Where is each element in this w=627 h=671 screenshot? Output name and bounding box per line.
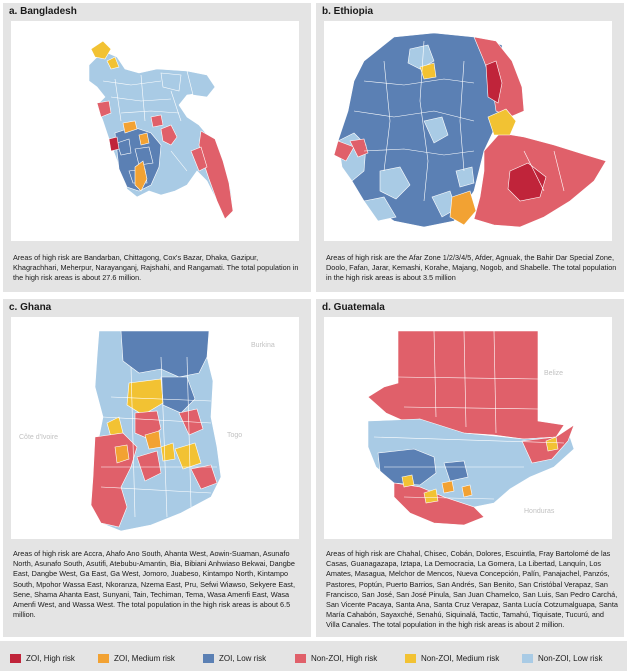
- legend-item-nonzoi-high: Non-ZOI, High risk: [295, 652, 377, 664]
- region-zoi-medium: [134, 160, 148, 192]
- region-zoi-medium: [449, 190, 477, 226]
- panel-ethiopia: b. Ethiopia: [316, 3, 624, 292]
- region-nonzoi-medium: [90, 40, 112, 60]
- panel-caption: Areas of high risk are Bandarban, Chitta…: [13, 253, 299, 283]
- region-zoi-medium: [122, 120, 138, 134]
- region-zoi-medium: [461, 484, 473, 498]
- region-zoi-low: [134, 146, 154, 166]
- region-nonzoi-low: [186, 70, 216, 98]
- guatemala-map-graphic: Belize Honduras: [367, 330, 575, 526]
- region-nonzoi-high: [349, 138, 369, 158]
- panel-ghana: c. Ghana Burkina Togo Côte d'Ivoire: [3, 299, 311, 637]
- bg-label-cote-divoire: Côte d'Ivoire: [19, 434, 58, 441]
- region-zoi-medium: [138, 132, 150, 146]
- legend-label: Non-ZOI, Medium risk: [421, 653, 500, 663]
- region-zoi-high: [485, 60, 503, 104]
- panel-guatemala: d. Guatemala Belize Honduras: [316, 299, 624, 637]
- region-nonzoi-medium: [419, 62, 437, 80]
- legend-swatch: [203, 653, 214, 663]
- region-nonzoi-low: [423, 116, 449, 144]
- bg-label-honduras: Honduras: [524, 508, 555, 515]
- legend-swatch: [295, 653, 306, 663]
- region-nonzoi-high: [150, 114, 164, 128]
- region-nonzoi-low: [379, 166, 411, 200]
- panel-title: a. Bangladesh: [9, 6, 77, 17]
- legend-swatch: [405, 653, 416, 663]
- bg-label-togo: Togo: [227, 432, 242, 439]
- bg-label-belize: Belize: [544, 370, 563, 377]
- legend-label: ZOI, Medium risk: [114, 653, 175, 663]
- legend-label: Non-ZOI, High risk: [311, 653, 378, 663]
- legend-item-zoi-high: ZOI, High risk: [10, 652, 75, 664]
- region-nonzoi-high: [136, 450, 162, 482]
- legend-label: ZOI, High risk: [26, 653, 75, 663]
- legend-item-zoi-low: ZOI, Low risk: [203, 652, 266, 664]
- region-nonzoi-medium: [423, 488, 439, 504]
- region-nonzoi-high: [333, 140, 355, 162]
- region-nonzoi-medium: [174, 442, 202, 470]
- region-nonzoi-high: [190, 464, 218, 490]
- region-nonzoi-medium: [487, 108, 517, 136]
- panel-title: c. Ghana: [9, 302, 52, 313]
- legend-item-nonzoi-medium: Non-ZOI, Medium risk: [405, 652, 499, 664]
- region-nonzoi-high: [190, 146, 208, 172]
- region-nonzoi-medium: [401, 474, 415, 488]
- legend-swatch: [522, 653, 533, 663]
- region-zoi-medium: [441, 480, 455, 494]
- legend-item-zoi-medium: ZOI, Medium risk: [98, 652, 175, 664]
- legend-swatch: [10, 653, 21, 663]
- region-zoi-low: [116, 138, 132, 156]
- region-zoi-high: [108, 136, 120, 152]
- region-nonzoi-medium: [106, 56, 120, 70]
- region-nonzoi-low: [455, 166, 475, 188]
- region-nonzoi-medium: [545, 436, 559, 452]
- panel-caption: Areas of high risk are Accra, Ahafo Ano …: [13, 549, 295, 620]
- map-ghana: Burkina Togo Côte d'Ivoire: [11, 317, 299, 539]
- legend: ZOI, High risk ZOI, Medium risk ZOI, Low…: [0, 641, 627, 671]
- region-nonzoi-low: [160, 72, 182, 92]
- panel-caption: Areas of high risk are the Afar Zone 1/2…: [326, 253, 617, 283]
- ethiopia-map-graphic: [333, 32, 607, 228]
- region-zoi-low: [443, 460, 469, 482]
- panel-title: d. Guatemala: [322, 302, 385, 313]
- panel-title: b. Ethiopia: [322, 6, 374, 17]
- bangladesh-map-graphic: [88, 40, 234, 220]
- map-bangladesh: [11, 21, 299, 241]
- panel-caption: Areas of high risk are Chahal, Chisec, C…: [326, 549, 618, 630]
- ghana-map-graphic: Burkina Togo Côte d'Ivoire: [19, 330, 275, 532]
- bg-label-burkina: Burkina: [251, 342, 275, 349]
- region-zoi-high: [507, 162, 547, 202]
- region-nonzoi-medium: [126, 378, 164, 416]
- legend-label: Non-ZOI, Low risk: [538, 653, 603, 663]
- region-zoi-medium: [144, 430, 162, 450]
- panel-bangladesh: a. Bangladesh: [3, 3, 311, 292]
- legend-item-nonzoi-low: Non-ZOI, Low risk: [522, 652, 602, 664]
- legend-swatch: [98, 653, 109, 663]
- region-nonzoi-low: [88, 50, 234, 220]
- region-nonzoi-low: [363, 196, 397, 222]
- legend-label: ZOI, Low risk: [219, 653, 267, 663]
- region-nonzoi-high: [96, 100, 112, 118]
- region-zoi-medium: [114, 444, 130, 464]
- map-guatemala: Belize Honduras: [324, 317, 612, 539]
- region-nonzoi-high: [160, 124, 178, 146]
- map-ethiopia: [324, 21, 612, 241]
